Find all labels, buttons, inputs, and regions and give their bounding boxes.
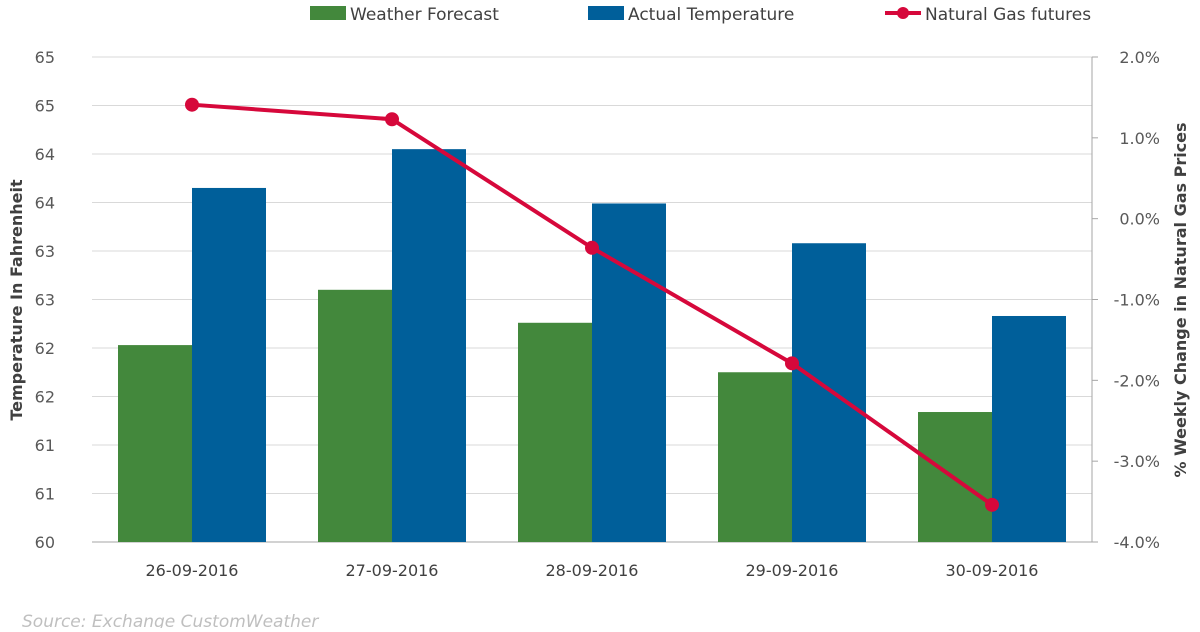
- y-tick-label: 64: [35, 145, 55, 164]
- legend-swatch: [588, 6, 624, 20]
- bar-weather-forecast: [518, 322, 592, 542]
- legend-label: Natural Gas futures: [925, 5, 1091, 25]
- line-point: [185, 97, 199, 112]
- legend-label: Actual Temperature: [628, 5, 794, 25]
- y2-tick-label: 1.0%: [1119, 129, 1160, 148]
- line-point: [385, 112, 399, 127]
- line-point: [785, 356, 799, 371]
- y-tick-label: 60: [35, 533, 55, 552]
- bar-actual-temperature: [392, 149, 466, 542]
- legend-label: Weather Forecast: [350, 5, 499, 25]
- x-tick-label: 30-09-2016: [946, 561, 1039, 580]
- y-tick-label: 65: [35, 97, 55, 116]
- y-tick-label: 63: [35, 291, 55, 310]
- bar-actual-temperature: [792, 243, 866, 543]
- x-tick-label: 26-09-2016: [146, 561, 239, 580]
- bar-weather-forecast: [118, 345, 192, 542]
- x-tick-label: 28-09-2016: [546, 561, 639, 580]
- legend-marker: [897, 7, 909, 19]
- y-tick-label: 61: [35, 436, 55, 455]
- bar-actual-temperature: [592, 203, 666, 542]
- y2-tick-label: -4.0%: [1114, 533, 1160, 552]
- line-point: [985, 497, 999, 512]
- x-tick-label: 27-09-2016: [346, 561, 439, 580]
- line-point: [585, 240, 599, 255]
- bar-actual-temperature: [192, 187, 266, 542]
- bar-weather-forecast: [718, 372, 792, 542]
- y-tick-label: 63: [35, 242, 55, 261]
- y2-tick-label: 2.0%: [1119, 48, 1160, 67]
- y2-tick-label: -3.0%: [1114, 452, 1160, 471]
- y2-tick-label: -1.0%: [1114, 291, 1160, 310]
- y-tick-label: 62: [35, 339, 55, 358]
- y-axis-title: Temperature In Fahrenheit: [7, 179, 26, 421]
- legend-swatch: [310, 6, 346, 20]
- bar-weather-forecast: [318, 289, 392, 542]
- y2-axis-title: % Weekly Change in Natural Gas Prices: [1171, 122, 1190, 477]
- source-note: Source: Exchange CustomWeather: [22, 612, 319, 628]
- bar-actual-temperature: [992, 315, 1066, 542]
- y-tick-label: 64: [35, 194, 55, 213]
- y-tick-label: 61: [35, 485, 55, 504]
- y2-tick-label: -2.0%: [1114, 371, 1160, 390]
- y-tick-label: 65: [35, 48, 55, 67]
- x-tick-label: 29-09-2016: [746, 561, 839, 580]
- y-tick-label: 62: [35, 388, 55, 407]
- y2-tick-label: 0.0%: [1119, 210, 1160, 229]
